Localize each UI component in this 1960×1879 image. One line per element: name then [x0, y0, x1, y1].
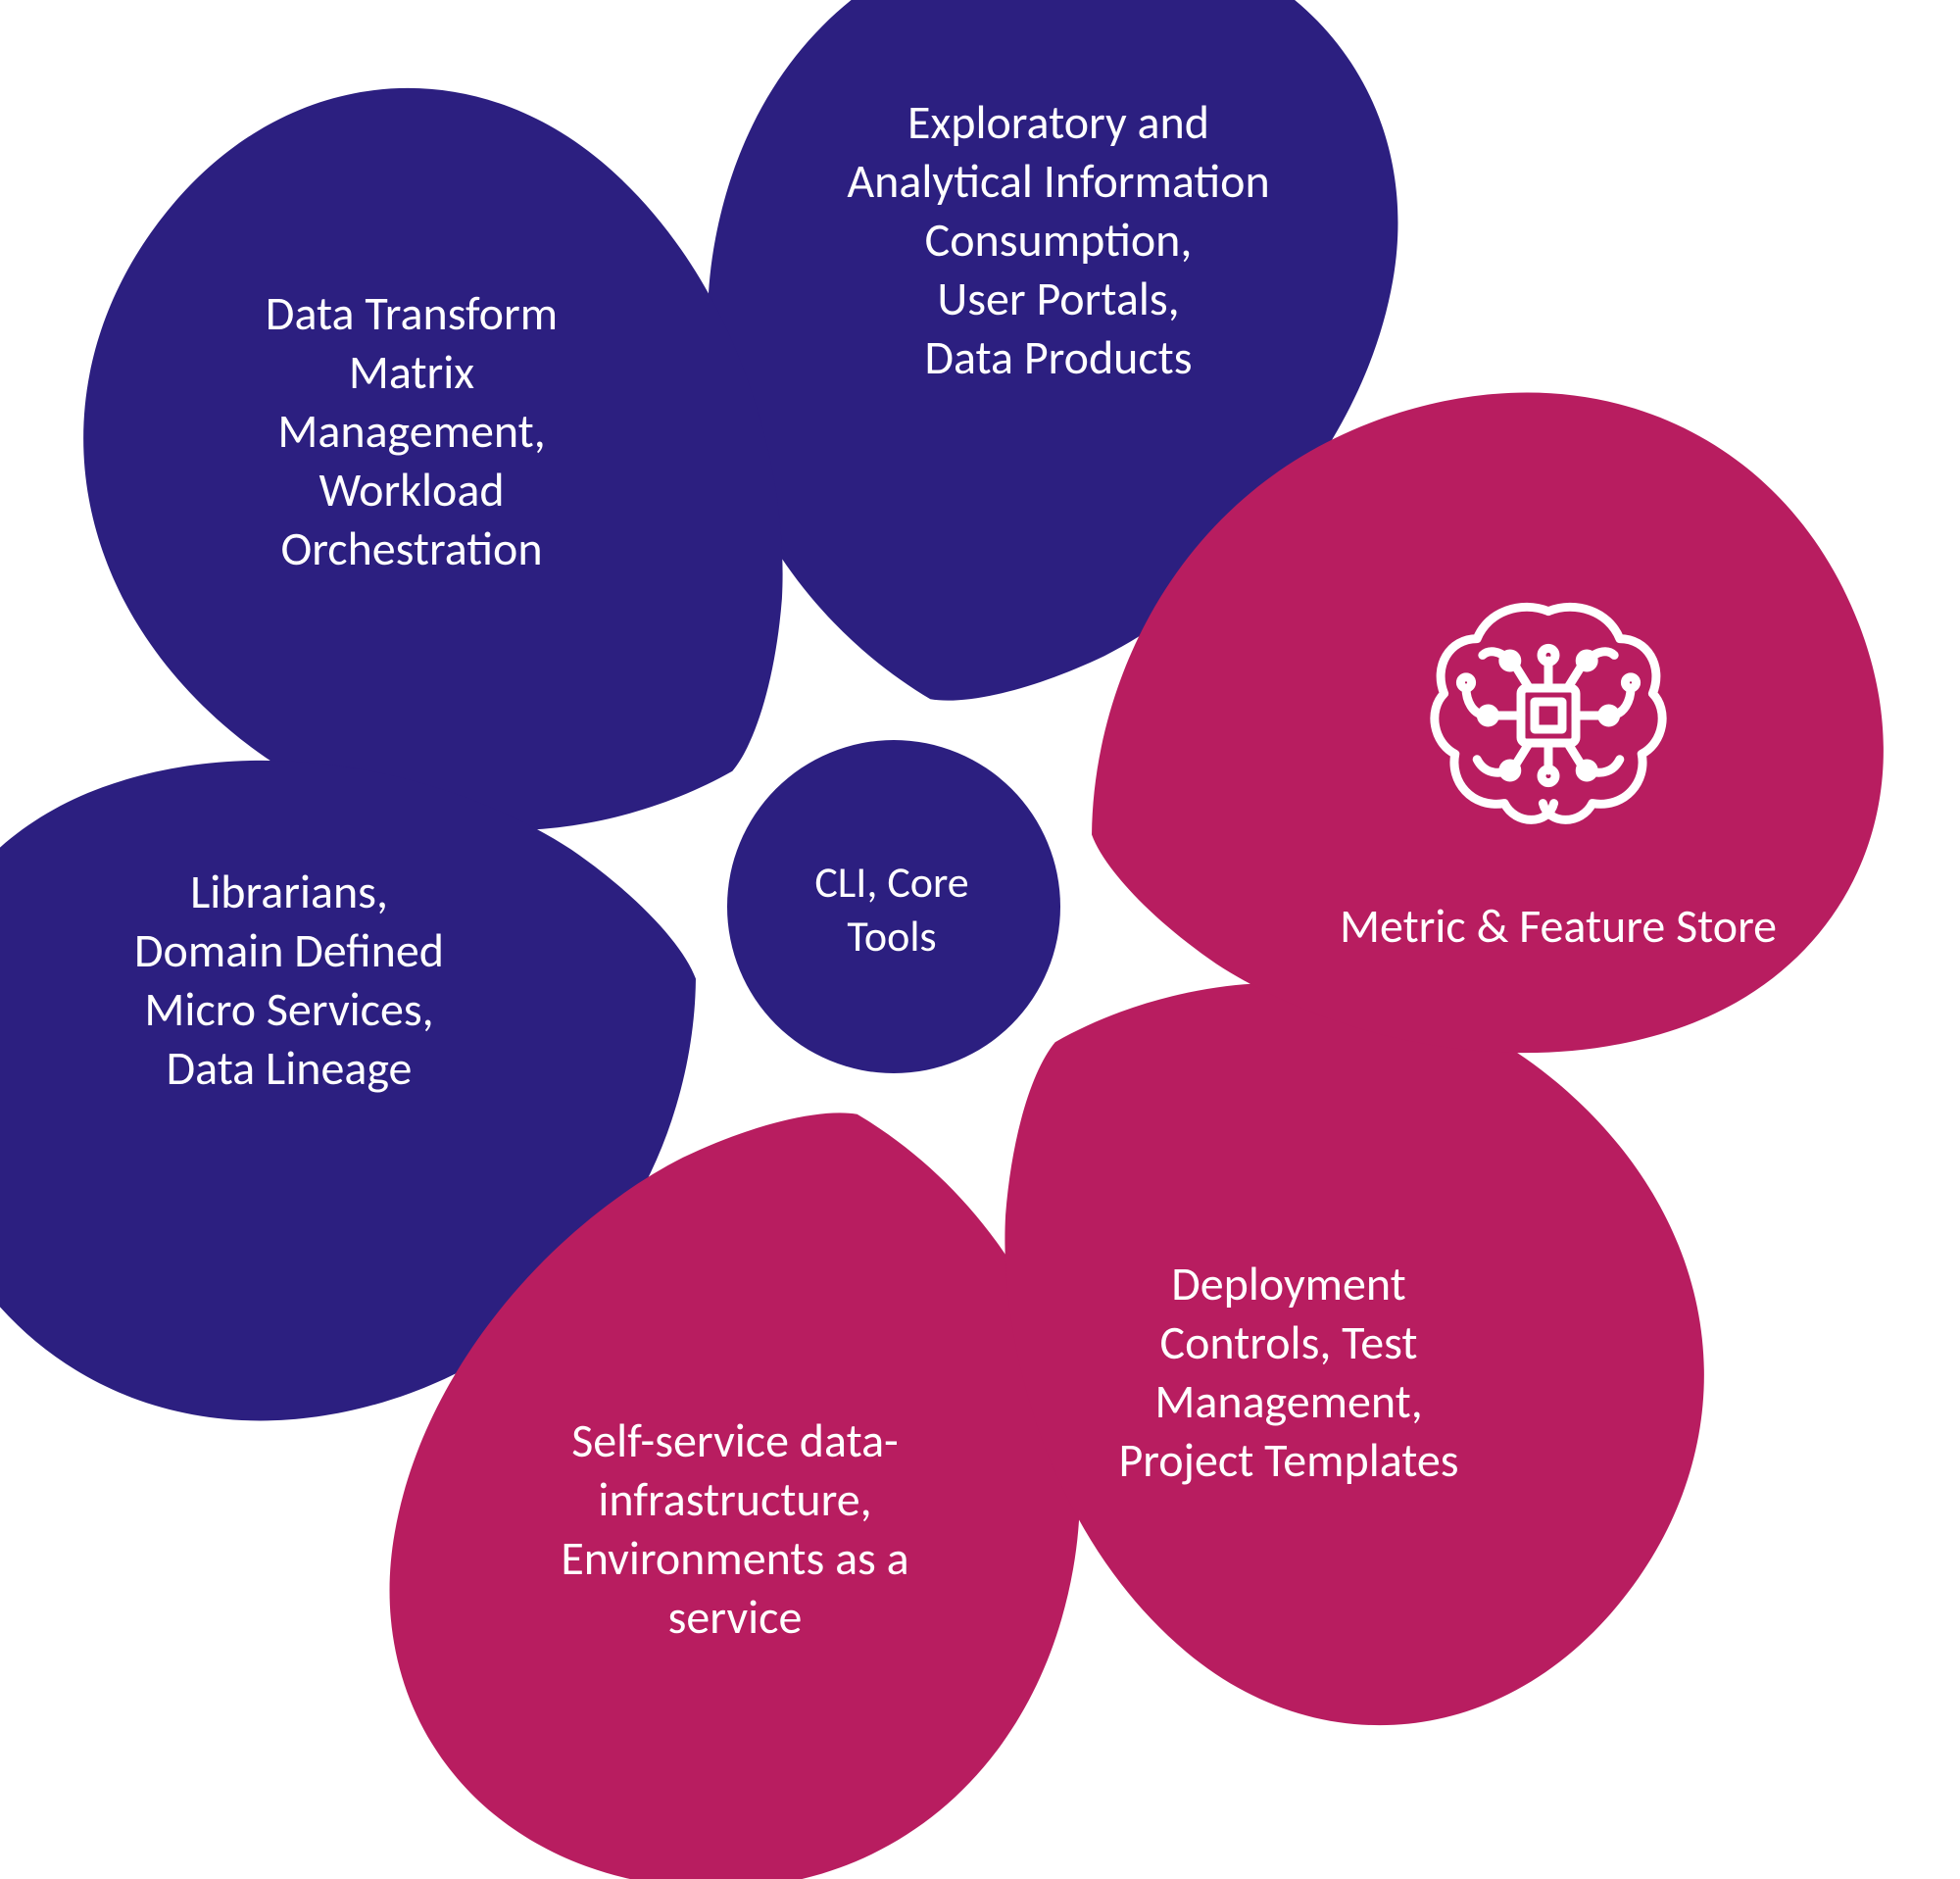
petal-label-line: Consumption, — [784, 211, 1333, 270]
petal-label-line: Metric & Feature Store — [1294, 897, 1823, 956]
center-label-line: Tools — [764, 910, 1019, 964]
petal-label-line: infrastructure, — [490, 1470, 980, 1529]
petal-label-bottom-right: Deployment Controls, Test Management, Pr… — [1063, 1255, 1514, 1490]
petal-label-line: Exploratory and — [784, 93, 1333, 152]
petal-label-line: Controls, Test — [1063, 1313, 1514, 1372]
petal-label-line: Data Products — [784, 328, 1333, 387]
petal-label-line: Domain Defined — [74, 921, 505, 980]
petal-label-bottom: Self-service data- infrastructure, Envir… — [490, 1411, 980, 1647]
petal-label-line: Data Transform — [196, 284, 627, 343]
petal-label-line: Self-service data- — [490, 1411, 980, 1470]
center-label-line: CLI, Core — [764, 856, 1019, 910]
petal-label-left: Librarians, Domain Defined Micro Service… — [74, 863, 505, 1098]
petal-label-line: Data Lineage — [74, 1039, 505, 1098]
petal-label-line: Analytical Information — [784, 152, 1333, 211]
petal-label-line: Environments as a — [490, 1529, 980, 1588]
petal-label-line: Deployment — [1063, 1255, 1514, 1313]
petal-label-line: Micro Services, — [74, 980, 505, 1039]
petal-label-line: Project Templates — [1063, 1431, 1514, 1490]
petal-label-right: Metric & Feature Store — [1294, 897, 1823, 956]
petal-label-line: Orchestration — [196, 519, 627, 578]
center-label: CLI, Core Tools — [764, 856, 1019, 964]
ai-brain-chip-icon — [1411, 578, 1686, 853]
petal-label-line: Matrix — [196, 343, 627, 402]
petal-label-line: User Portals, — [784, 270, 1333, 328]
petal-label-top-left: Data Transform Matrix Management, Worklo… — [196, 284, 627, 578]
petal-label-line: service — [490, 1588, 980, 1647]
petal-label-line: Management, — [196, 402, 627, 461]
petal-label-top: Exploratory and Analytical Information C… — [784, 93, 1333, 387]
petal-label-line: Workload — [196, 461, 627, 519]
petal-label-line: Librarians, — [74, 863, 505, 921]
petal-label-line: Management, — [1063, 1372, 1514, 1431]
diagram-stage: CLI, Core Tools Exploratory and Analytic… — [0, 0, 1960, 1879]
